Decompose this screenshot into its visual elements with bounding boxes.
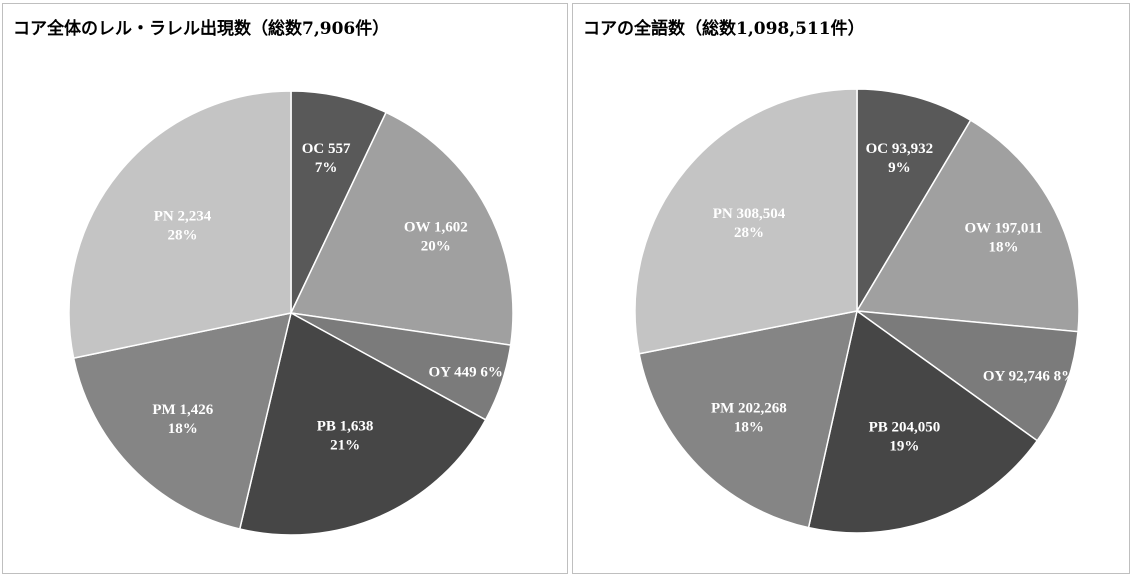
pie-slice-ow <box>855 119 1080 333</box>
pie-slice-pm <box>72 312 293 530</box>
slice-label-oc: OC 93,932 9% <box>866 141 934 176</box>
slice-label-pb: PB 1,638 21% <box>317 419 374 454</box>
slice-label-oc: OC 557 7% <box>302 141 351 176</box>
slice-label-oy: OY 92,746 8% <box>983 369 1076 385</box>
chart-panel-core-rel-rarel: コア全体のレル・ラレル出現数（総数7,906件） OC 557 7% OW 1,60… <box>2 3 568 574</box>
pie-slice-pn <box>68 90 292 359</box>
slice-label-pm: PM 202,268 18% <box>711 400 787 435</box>
pie-slice-pb <box>807 309 1039 534</box>
pie-slice-oc <box>856 88 972 314</box>
pie-chart: OC 93,932 9% OW 197,011 18% OY 92,746 8% PB 2… <box>634 88 1080 534</box>
slice-label-pm: PM 1,426 18% <box>152 402 213 437</box>
pie-chart: OC 557 7% OW 1,602 20% OY 449 6% PB 1,638 21% P… <box>68 90 514 536</box>
chart-title: コア全体のレル・ラレル出現数（総数7,906件） <box>13 19 390 39</box>
slice-label-pb: PB 204,050 19% <box>869 420 941 455</box>
pie-slice-pm <box>638 310 858 529</box>
pie-slice-ow <box>289 111 514 346</box>
pie-slice-pn <box>634 88 858 355</box>
slice-label-oy: OY 449 6% <box>428 365 502 381</box>
slice-label-ow: OW 1,602 20% <box>404 220 468 255</box>
chart-panel-core-total-words: コアの全語数（総数1,098,511件） OC 93,932 9% OW 197,0… <box>572 3 1130 574</box>
pie-slice-pb <box>238 311 487 536</box>
slice-label-pn: PN 2,234 28% <box>154 209 212 244</box>
pie-slice-oy <box>854 309 1079 442</box>
slice-label-ow: OW 197,011 18% <box>964 221 1042 256</box>
chart-title: コアの全語数（総数1,098,511件） <box>583 19 865 39</box>
slice-label-pn: PN 308,504 28% <box>713 206 786 241</box>
